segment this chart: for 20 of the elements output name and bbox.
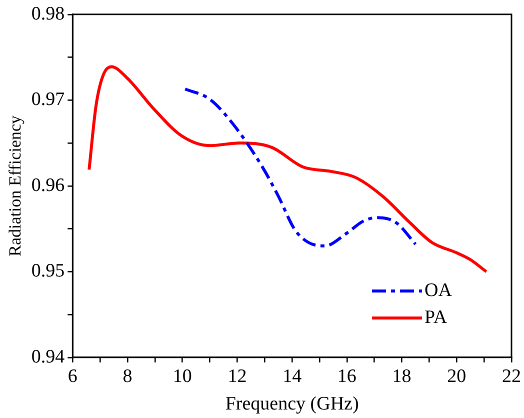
x-tick-label: 12 <box>228 366 247 387</box>
line-series <box>184 88 417 248</box>
line-series <box>88 65 488 274</box>
x-tick-label: 14 <box>282 366 302 387</box>
x-tick-label: 16 <box>337 366 356 387</box>
x-tick-label: 18 <box>392 366 412 387</box>
x-tick-label: 6 <box>68 366 78 387</box>
x-tick-label: 22 <box>502 366 521 387</box>
y-tick-label: 0.97 <box>31 89 65 110</box>
y-tick-label: 0.95 <box>31 260 65 282</box>
legend-label: OA <box>424 280 452 302</box>
y-tick-label: 0.98 <box>31 3 65 24</box>
x-tick-label: 10 <box>172 366 192 387</box>
x-axis-title: Frequency (GHz) <box>225 394 359 415</box>
x-tick-label: 20 <box>447 366 466 387</box>
y-tick-label: 0.96 <box>31 174 65 196</box>
legend-label: PA <box>424 306 448 329</box>
x-tick-label: 8 <box>122 366 132 387</box>
y-tick-label: 0.94 <box>31 346 66 368</box>
y-axis-title: Radiation Efficiency <box>6 114 25 256</box>
